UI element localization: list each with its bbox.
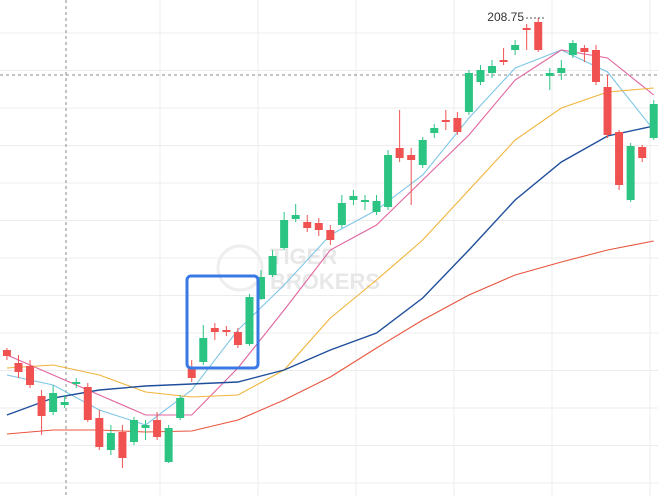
- candle-body: [488, 66, 497, 73]
- candle-body: [464, 73, 473, 112]
- candle-body: [580, 48, 589, 52]
- candle-body: [49, 393, 58, 412]
- candle-body: [37, 396, 46, 416]
- candle-body: [545, 73, 554, 76]
- candle-body: [615, 132, 624, 185]
- candle-body: [141, 425, 150, 428]
- candle-body: [384, 155, 393, 207]
- candle-body: [568, 43, 577, 55]
- candle-body: [314, 223, 323, 230]
- watermark-text: TIGER: [270, 244, 337, 269]
- candle-body: [118, 432, 127, 458]
- candle-body: [129, 420, 138, 442]
- candle-body: [395, 148, 404, 158]
- candle-body: [210, 328, 219, 332]
- candle-body: [26, 366, 35, 385]
- candle-body: [187, 368, 196, 378]
- candle-body: [95, 418, 104, 447]
- highlight-box: [185, 274, 260, 370]
- candle-body: [233, 332, 242, 345]
- candle-body: [349, 196, 358, 200]
- candle-body: [499, 60, 508, 62]
- high-label: 208.75: [487, 10, 524, 24]
- candle-body: [2, 350, 11, 356]
- candle-body: [14, 363, 23, 372]
- ma-line: [6, 125, 654, 416]
- candle-body: [649, 104, 658, 138]
- candle-body: [222, 330, 231, 332]
- candle-body: [291, 215, 300, 219]
- candle-body: [453, 118, 462, 132]
- candle-body: [268, 256, 277, 275]
- ma-line: [6, 49, 655, 416]
- candle-body: [72, 382, 81, 384]
- candles: [2, 18, 658, 468]
- candle-body: [638, 147, 647, 158]
- candle-body: [430, 128, 439, 133]
- candle-body: [280, 220, 289, 248]
- candle-body: [476, 70, 485, 82]
- candle-body: [60, 402, 69, 405]
- annotation: 208.75: [487, 10, 545, 24]
- candle-body: [303, 222, 312, 228]
- candle-body: [603, 87, 612, 135]
- candle-body: [418, 140, 427, 165]
- ma-line: [6, 87, 654, 398]
- candle-body: [245, 297, 254, 344]
- candle-body: [337, 203, 346, 225]
- ma-lines: [6, 49, 655, 435]
- candle-body: [626, 146, 635, 200]
- candle-body: [176, 398, 185, 418]
- candle-body: [326, 230, 335, 240]
- candle-body: [153, 420, 162, 437]
- candle-body: [407, 155, 416, 160]
- candle-body: [534, 22, 543, 50]
- candle-body: [591, 50, 600, 82]
- candle-body: [557, 68, 566, 73]
- candle-body: [372, 201, 381, 212]
- candle-body: [522, 28, 531, 30]
- watermark-logo: [216, 244, 264, 292]
- candle-body: [257, 277, 266, 299]
- candle-body: [83, 387, 92, 420]
- candle-body: [164, 428, 173, 462]
- candle-body: [511, 45, 520, 50]
- candle-body: [441, 120, 450, 122]
- ma-line: [6, 240, 654, 435]
- candle-body: [199, 338, 208, 362]
- watermark-text: BROKERS: [270, 269, 380, 294]
- candle-body: [106, 433, 115, 450]
- candle-body: [360, 200, 369, 202]
